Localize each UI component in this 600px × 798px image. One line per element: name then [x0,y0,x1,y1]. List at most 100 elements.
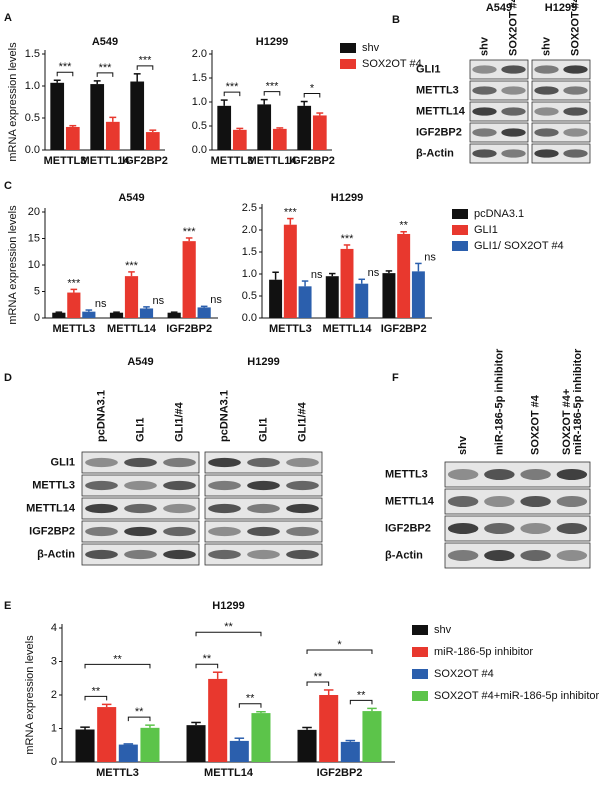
y-tick-label: 0 [51,756,57,768]
bar [97,707,117,762]
legend-label: miR-186-5p inhibitor [434,646,533,658]
comparison-bracket [56,71,74,77]
lane-label: GLI1/#4 [173,401,185,442]
bar [167,312,181,318]
bar [362,711,382,762]
panel-letter: E [4,600,11,612]
x-tick-label: METTL14 [204,767,254,779]
lane-label: GLI1 [257,418,269,442]
blot-band [563,107,588,116]
blot-band [472,149,497,158]
legend-label: SOX2OT #4 [434,668,494,680]
y-axis-label: mRNA expression levels [7,42,19,162]
comparison-bracket [84,663,151,669]
bar [257,104,272,150]
y-tick-label: 3 [51,655,57,667]
legend-swatch [412,669,428,679]
lane-label: miR-186-5p inhibitor [572,348,584,455]
blot-frame [469,122,529,143]
chart-title: H1299 [256,36,288,48]
blot-band [534,86,559,95]
chart-title: A549 [118,192,144,204]
blot-band [472,65,497,74]
blot-band [247,549,280,560]
y-tick-label: 2.0 [192,48,207,60]
blot-frame [531,143,591,164]
comparison-bracket [84,695,108,701]
y-tick-label: 20 [28,206,40,218]
lane-label: SOX2OT #4+ [561,389,573,455]
significance-label: ** [399,220,408,232]
blot-band [447,469,479,480]
bar [397,233,411,318]
blot-band [286,480,319,491]
blot-title: H1299 [545,2,577,14]
blot-band [447,496,479,507]
panel-letter: C [4,180,12,192]
comparison-bracket [223,91,241,97]
blot-band [501,86,526,95]
bar [197,307,211,318]
significance-label: *** [183,226,197,238]
blot-band [501,107,526,116]
y-tick-label: 0.5 [242,290,257,302]
legend-swatch [452,209,468,219]
significance-label: *** [341,233,355,245]
comparison-label: * [310,82,315,94]
bar [355,283,369,318]
blot-band [247,457,280,468]
bar [124,276,139,318]
blot-band [520,469,551,480]
bar [105,121,120,150]
blot-band [85,457,118,468]
x-tick-label: IGF2BP2 [166,323,212,335]
blot-band [247,480,280,491]
chart-title: H1299 [212,600,244,612]
comparison-label: ** [135,706,144,718]
y-tick-label: 0.5 [25,112,40,124]
blot-band [163,503,196,514]
blot-band [208,503,241,514]
comparison-bracket [127,716,151,722]
blot-band [484,469,515,480]
y-tick-label: 0.0 [242,312,257,324]
y-tick-label: 0.0 [192,144,207,156]
blot-band [563,128,588,137]
significance-label: *** [284,206,298,218]
legend-label: pcDNA3.1 [474,208,524,220]
panel-letter: D [4,372,12,384]
panel-letter: A [4,12,12,24]
comparison-label: *** [139,55,153,67]
bar [140,727,160,762]
comparison-bracket [306,681,330,686]
bar [52,312,66,318]
comparison-label: ** [203,653,212,665]
lane-label: GLI1 [134,418,146,442]
x-tick-label: IGF2BP2 [381,323,427,335]
row-label: METTL14 [416,105,466,117]
blot-band [163,480,196,491]
row-label: IGF2BP2 [385,522,431,534]
lane-label: SOX2OT #4 [530,394,542,455]
bar [109,312,124,318]
chart-title: H1299 [331,192,363,204]
blot-band [484,496,515,507]
significance-label: *** [67,277,81,289]
bar [217,105,232,150]
comparison-bracket [195,631,262,637]
lane-label: shv [457,435,469,455]
blot-frame [531,80,591,101]
y-tick-label: 5 [34,285,40,297]
x-tick-label: METTL3 [44,155,87,167]
blot-band [286,526,319,537]
bar [82,311,96,318]
y-tick-label: 0.0 [25,144,40,156]
blot-band [563,149,588,158]
blot-band [534,107,559,116]
blot-frame [204,543,323,566]
bar [118,744,138,762]
x-tick-label: METTL3 [269,323,312,335]
blot-frame [531,122,591,143]
bar [340,741,360,762]
comparison-bracket [263,91,281,96]
